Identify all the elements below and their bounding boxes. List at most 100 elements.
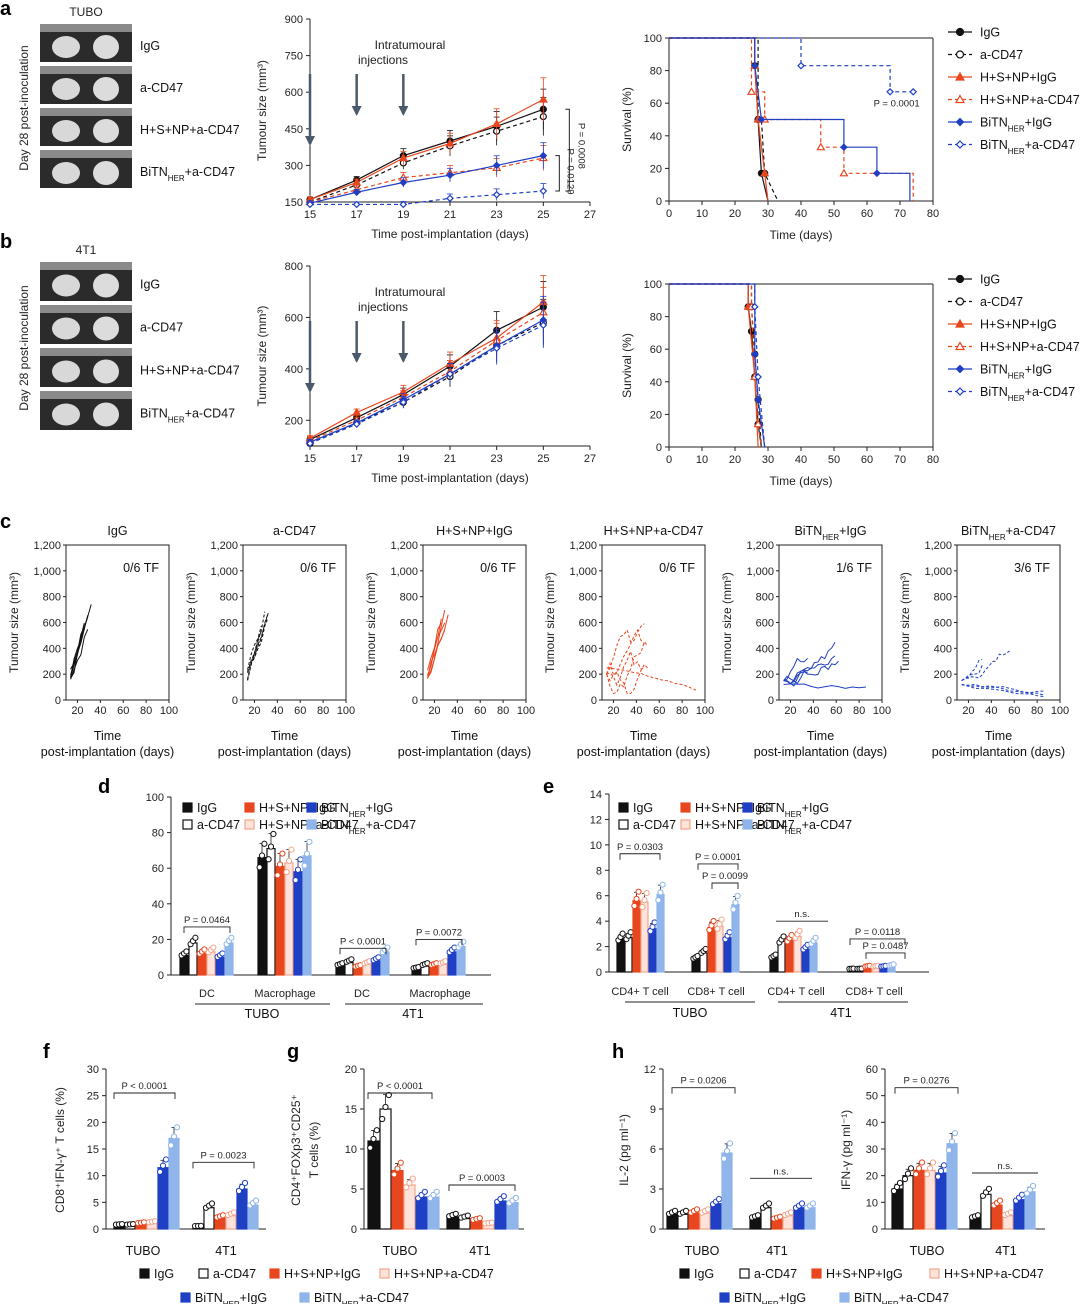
legend-label: a-CD47	[980, 295, 1023, 309]
survival-chart: 0 10 20 30 40 50 60 70 80 0 20 40 60 80 100 Survival (%…	[620, 33, 939, 242]
replicate-point	[303, 850, 311, 857]
data-point	[306, 200, 314, 209]
y-tick-label: 200	[934, 669, 952, 681]
replicate-point	[252, 1197, 260, 1204]
y-tick-label: 15	[345, 1104, 357, 1116]
x-tick-label: 70	[894, 454, 906, 466]
y-tick-label: 15	[87, 1144, 99, 1156]
bar	[379, 1108, 392, 1230]
replicate-point	[382, 1103, 389, 1111]
cd8-ifng-bar-chart: 0 5 10 15 20 25 30 CD8⁺IFN-γ⁺ T cells (%) TUBO 4T…	[53, 1064, 266, 1258]
x-tick-label: 60	[830, 705, 842, 717]
x-axis-label: post-implantation (days)	[398, 745, 531, 759]
y-tick-label: 1,000	[924, 566, 952, 578]
y-tick-label: 200	[756, 669, 774, 681]
replicate-point	[201, 946, 208, 953]
legend-label: BiTNHER+a-CD47	[321, 818, 416, 836]
replicate-point	[929, 1159, 937, 1166]
data-point	[746, 87, 757, 95]
y-tick-label: 2	[596, 942, 602, 954]
replicate-point	[219, 1212, 227, 1219]
replicate-point	[379, 1115, 386, 1123]
replicate-point	[985, 1185, 993, 1192]
y-tick-label: 100	[644, 279, 662, 291]
tumour-sample	[52, 274, 80, 297]
replicate-point	[292, 876, 299, 884]
legend-label: BiTNHER+IgG	[980, 116, 1052, 134]
x-tick-label: 100	[1051, 705, 1069, 717]
replicate-point	[274, 872, 281, 879]
y-tick-label: 1,000	[33, 566, 61, 578]
bar	[640, 901, 649, 973]
bar	[302, 855, 312, 976]
x-axis-label: Time post-implantation (days)	[371, 471, 529, 485]
replicate-point	[974, 1212, 982, 1219]
x-tick-label: 17	[351, 453, 363, 465]
y-tick-label: 300	[285, 160, 303, 172]
p-value: P = 0.0303	[617, 842, 663, 853]
annotation-text: Intratumoural	[375, 285, 446, 299]
legend-swatch	[139, 1268, 150, 1279]
y-tick-label: 80	[650, 66, 662, 78]
individual-tumour-curve	[70, 616, 89, 678]
legend-swatch	[244, 819, 255, 830]
bar	[188, 942, 198, 976]
y-tick-label: 60	[650, 98, 662, 110]
x-tick-label: 100	[337, 705, 355, 717]
significance-bracket	[448, 1184, 516, 1191]
group-label: TUBO	[383, 1244, 418, 1258]
x-tick-label: 80	[497, 705, 509, 717]
tumour-sample	[93, 359, 119, 384]
x-tick-label: 100	[517, 705, 535, 717]
y-tick-label: 450	[285, 124, 303, 136]
x-tick-label: 80	[927, 454, 939, 466]
replicate-point	[301, 862, 308, 869]
bar	[506, 1201, 519, 1230]
replicate-point	[394, 1165, 401, 1172]
x-axis-label: post-implantation (days)	[41, 745, 174, 759]
legend-swatch	[719, 1292, 730, 1303]
group-label: 4T1	[469, 1244, 491, 1258]
x-tick-label: 40	[795, 208, 807, 220]
x-tick-label: 60	[653, 705, 665, 717]
replicate-point	[682, 1207, 690, 1214]
y-axis-label: T cells (%)	[307, 1122, 321, 1178]
data-point	[306, 439, 314, 448]
replicate-point	[734, 892, 741, 899]
injection-arrow-head	[351, 353, 362, 363]
replicate-point	[385, 1091, 392, 1099]
replicate-point	[1007, 1209, 1015, 1216]
y-tick-label: 400	[220, 643, 238, 655]
survival-curve	[669, 37, 914, 93]
legend-swatch	[244, 802, 255, 813]
replicate-point	[934, 1173, 942, 1180]
bar	[367, 1140, 380, 1230]
data-point	[886, 87, 894, 96]
x-tick-label: 60	[861, 208, 873, 220]
p-value: P = 0.0099	[702, 871, 748, 882]
replicate-point	[488, 1219, 495, 1226]
legend-label: BiTNHER+IgG	[757, 801, 829, 819]
x-axis-label: Time (days)	[770, 474, 833, 488]
legend-swatch	[299, 1292, 310, 1303]
legend-label: IgG	[197, 801, 217, 815]
replicate-point	[732, 899, 739, 906]
bar	[1024, 1191, 1036, 1230]
photo-side-label: Day 28 post-inoculation	[17, 45, 31, 170]
legend-marker	[955, 140, 965, 149]
replicate-point	[270, 830, 277, 838]
tumour-growth-small-multiple: 20 40 60 80 100 0 200 400 600 800 1,000 1,200 H+S+NP…	[364, 524, 535, 759]
y-tick-label: 600	[579, 618, 597, 630]
x-tick-label: 21	[444, 209, 456, 221]
group-label: TUBO	[910, 1244, 945, 1258]
tumour-growth-small-multiple: 20 40 60 80 100 0 200 400 600 800 1,000 1,200 BiTNHE…	[720, 524, 891, 759]
legend-marker	[954, 341, 966, 351]
x-tick-label: 70	[894, 208, 906, 220]
y-tick-label: 800	[400, 592, 418, 604]
small-multiple-title: H+S+NP+IgG	[436, 524, 513, 538]
legend-marker	[955, 27, 965, 37]
y-tick-label: 900	[285, 14, 303, 26]
x-tick-label: 60	[117, 705, 129, 717]
legend-label: BiTNHER+a-CD47	[757, 818, 852, 836]
legend-label: BiTNHER+a-CD47	[980, 138, 1075, 156]
